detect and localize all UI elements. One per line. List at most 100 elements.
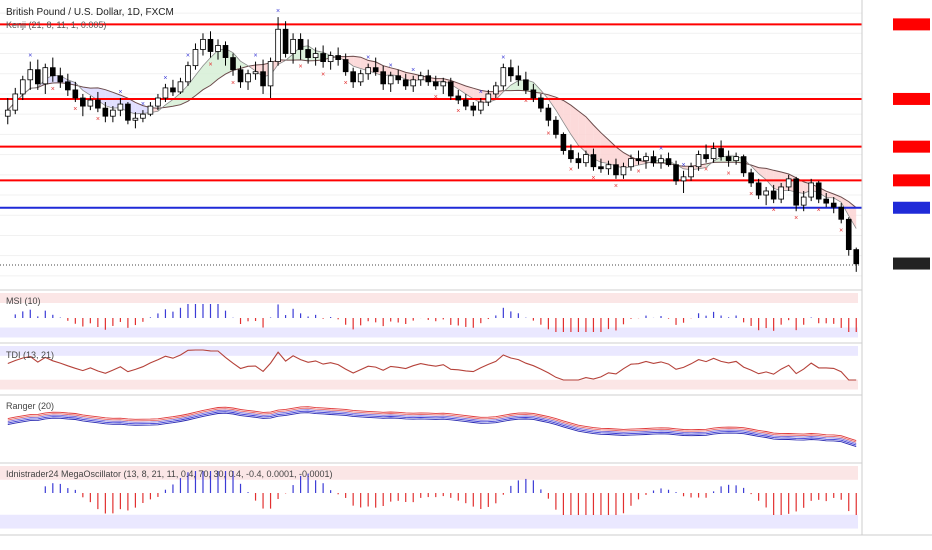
candle-body-49: [372, 67, 379, 73]
candle-body-7: [57, 75, 64, 83]
signal-x-mark: ×: [434, 94, 438, 101]
signal-x-mark: ×: [163, 75, 167, 82]
band-segment-102: [766, 168, 774, 189]
candle-body-58: [440, 81, 447, 87]
signal-x-mark: ×: [231, 80, 235, 87]
candle-body-28: [215, 45, 221, 52]
candle-body-12: [95, 99, 101, 109]
candle-body-101: [763, 190, 769, 196]
pane-lower-band: [0, 379, 858, 390]
indicator-legend: Kenji (21, 8, 11, 1, 0.005): [6, 20, 106, 30]
ranger-title: Ranger (20): [6, 401, 54, 411]
signal-x-mark: ×: [118, 89, 122, 96]
signal-x-mark: ×: [591, 175, 595, 182]
pane-upper-band: [0, 293, 858, 303]
candle-body-44: [335, 55, 341, 60]
pane-lower-band: [0, 327, 858, 338]
main-price-pane[interactable]: × × × × × × × × × × × × × × × × × × × × × × × × × × × × × × × × × × × × ×: [0, 8, 862, 277]
band-segment-82: [616, 146, 624, 169]
candle-body-93: [703, 154, 709, 160]
candle-body-67: [508, 67, 514, 77]
pane-upper-band: [0, 346, 858, 356]
signal-x-mark: ×: [96, 116, 100, 123]
band-segment-22: [165, 99, 173, 108]
candle-body-21: [162, 87, 169, 99]
signal-x-mark: ×: [479, 89, 483, 96]
candle-body-15: [117, 103, 124, 111]
candle-body-53: [402, 79, 409, 87]
candle-body-68: [515, 75, 522, 81]
horizontal-levels: [0, 23, 862, 209]
candle-body-48: [365, 67, 371, 75]
signal-x-mark: ×: [28, 53, 32, 60]
candle-body-35: [267, 61, 274, 87]
band-segment-11: [82, 87, 91, 96]
band-segment-75: [563, 100, 571, 135]
tdi-title: TDI (13, 21): [6, 350, 54, 360]
level-tag-2: [893, 140, 930, 153]
price-axis[interactable]: [861, 0, 932, 550]
candle-body-96: [725, 156, 732, 162]
signal-x-mark: ×: [186, 53, 190, 60]
level-tag-1: [893, 92, 930, 105]
candle-body-40: [305, 49, 311, 58]
candle-body-87: [658, 158, 664, 164]
ranger-pane[interactable]: [0, 394, 862, 448]
signal-x-mark: ×: [659, 146, 663, 153]
signal-x-mark: ×: [73, 106, 77, 113]
candle-body-59: [447, 81, 454, 97]
candle-body-69: [523, 79, 529, 91]
main-grid: [0, 12, 862, 277]
tdi-pane[interactable]: [0, 342, 862, 390]
candle-body-10: [80, 97, 86, 107]
band-segment-27: [203, 57, 211, 90]
level-tag-3: [893, 174, 930, 187]
level-tag-0: [893, 18, 930, 31]
candle-body-97: [733, 156, 739, 162]
msi-pane[interactable]: [0, 289, 862, 338]
candle-body-113: [853, 249, 860, 265]
band-segment-74: [555, 97, 564, 123]
candle-body-89: [673, 164, 679, 182]
candle-body-45: [342, 59, 349, 73]
candle-body-70: [530, 89, 537, 99]
candle-body-103: [778, 186, 784, 200]
band-segment-46: [345, 56, 354, 67]
band-segment-28: [210, 50, 218, 86]
candle-body-94: [710, 148, 717, 160]
signal-x-mark: ×: [839, 227, 843, 234]
candle-body-90: [680, 176, 687, 182]
signal-x-mark: ×: [614, 183, 618, 190]
candle-body-22: [170, 87, 176, 93]
candle-body-65: [493, 85, 499, 95]
signal-x-mark: ×: [772, 207, 776, 214]
candle-body-66: [500, 67, 507, 87]
candle-body-85: [643, 156, 649, 162]
candle-body-41: [312, 53, 319, 58]
chart-title: British Pound / U.S. Dollar, 1D, FXCM: [6, 7, 174, 18]
candle-body-63: [478, 101, 484, 111]
candle-body-19: [147, 105, 154, 115]
ranger-line-1: [7, 407, 857, 443]
band-segment-78: [585, 116, 594, 159]
signal-x-mark: ×: [817, 207, 821, 214]
band-segment-101: [758, 167, 767, 180]
candle-body-111: [838, 206, 845, 220]
candle-body-112: [845, 218, 852, 251]
candle-body-2: [19, 79, 26, 95]
level-tag-4: [893, 201, 930, 214]
megaoscillator-pane[interactable]: [0, 462, 862, 529]
signal-x-mark: ×: [569, 167, 573, 174]
signal-x-mark: ×: [727, 171, 731, 178]
candle-body-88: [665, 158, 672, 166]
candle-body-100: [755, 182, 762, 196]
candle-body-74: [560, 133, 567, 151]
signal-x-mark: ×: [51, 86, 55, 93]
signal-x-mark: ×: [636, 169, 640, 176]
band-segment-112: [841, 197, 849, 216]
candle-body-0: [4, 109, 11, 117]
candle-body-38: [290, 38, 296, 54]
band-segment-52: [390, 67, 399, 76]
signal-x-mark: ×: [276, 8, 280, 15]
